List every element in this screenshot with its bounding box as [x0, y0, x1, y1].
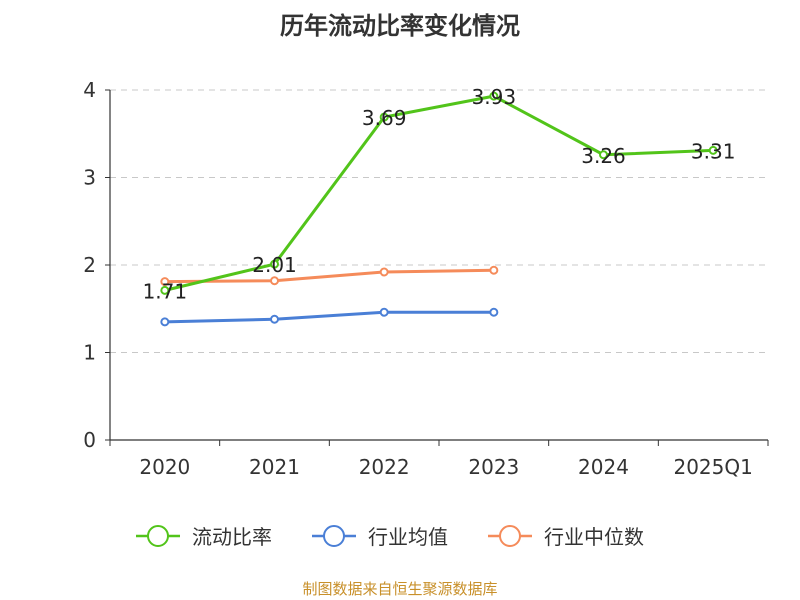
legend: 流动比率 行业均值 行业中位数: [136, 525, 644, 549]
data-label: 3.31: [691, 139, 736, 163]
series-line-2: [164, 268, 494, 284]
legend-marker: [323, 525, 345, 547]
legend-item[interactable]: 行业均值: [312, 525, 448, 549]
legend-label: 行业中位数: [544, 525, 644, 549]
data-point: [160, 277, 170, 287]
data-point: [270, 314, 279, 324]
data-labels: 1.71 2.01 3.69 3.93 3.26 3.31: [143, 85, 736, 303]
x-tick-label: 2024: [578, 455, 629, 479]
data-point: [379, 267, 389, 277]
series-line-0: [164, 94, 714, 292]
data-point: [160, 317, 170, 327]
axes: 0 1 2 3 4 2020 2021 2022 2023 2024 2025Q1: [83, 78, 769, 479]
data-label: 3.93: [472, 85, 517, 109]
data-point: [708, 145, 718, 155]
series-line-1: [164, 310, 494, 324]
data-point: [270, 259, 279, 269]
data-point: [489, 265, 499, 275]
source-note: 制图数据来自恒生聚源数据库: [302, 580, 497, 598]
legend-label: 行业均值: [368, 525, 448, 549]
data-label: 3.69: [362, 106, 407, 130]
y-tick-label: 3: [83, 166, 96, 190]
x-tick-label: 2023: [468, 455, 519, 479]
data-point: [489, 91, 499, 101]
data-point: [489, 307, 499, 317]
x-tick-label: 2020: [139, 455, 190, 479]
x-tick-label: 2021: [249, 455, 300, 479]
y-tick-label: 4: [83, 78, 96, 102]
y-tick-label: 2: [83, 253, 96, 277]
data-point: [379, 112, 389, 122]
y-tick-label: 1: [83, 341, 96, 365]
data-label: 1.71: [143, 279, 188, 303]
data-label: 3.26: [581, 144, 626, 168]
series-layer: [160, 91, 718, 327]
data-point: [379, 307, 389, 317]
legend-label: 流动比率: [192, 525, 272, 549]
data-point: [160, 285, 170, 295]
data-point: [599, 150, 608, 160]
legend-item[interactable]: 流动比率: [136, 525, 272, 549]
data-label: 2.01: [252, 253, 297, 277]
legend-marker: [147, 525, 169, 547]
x-tick-label: 2022: [359, 455, 410, 479]
y-tick-label: 0: [83, 428, 96, 452]
legend-item[interactable]: 行业中位数: [488, 525, 644, 549]
data-point: [270, 276, 279, 286]
chart-title: 历年流动比率变化情况: [280, 12, 520, 40]
legend-marker: [499, 525, 521, 547]
x-tick-label: 2025Q1: [673, 455, 752, 479]
